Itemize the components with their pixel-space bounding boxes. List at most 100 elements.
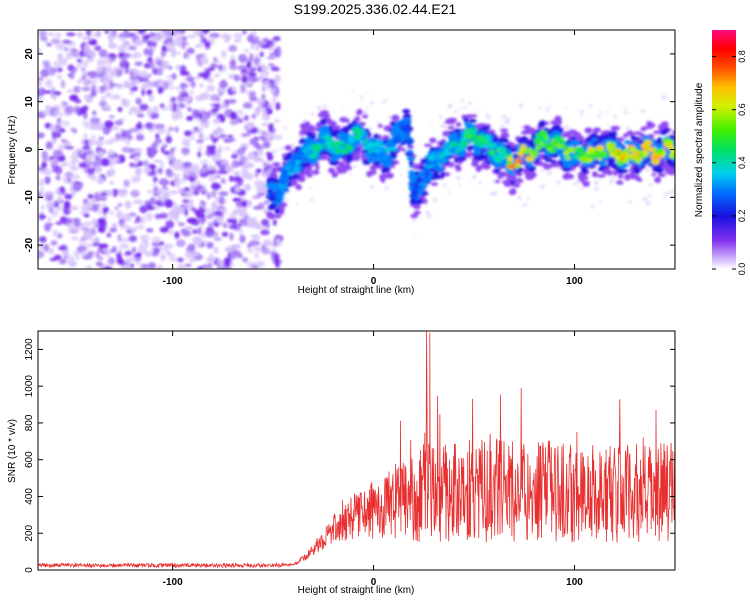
noise-blob: [224, 165, 234, 173]
noise-blob: [70, 165, 79, 171]
noise-blob: [126, 42, 132, 47]
y-tick-label: 20: [24, 48, 35, 60]
ridge-blob: [314, 149, 320, 153]
noise-blob: [211, 201, 217, 211]
noise-blob: [202, 184, 207, 193]
noise-dot: [364, 110, 368, 115]
noise-blob: [141, 88, 146, 97]
noise-blob: [123, 179, 130, 188]
noise-blob: [240, 200, 249, 208]
noise-blob: [64, 146, 75, 150]
noise-blob: [63, 200, 71, 210]
snr-y-label: SNR (10 * v/v): [7, 419, 18, 483]
colorbar-tick-label: 0.2: [737, 210, 747, 223]
noise-blob: [229, 175, 234, 182]
noise-blob: [174, 126, 179, 133]
ridge-blob: [527, 156, 535, 162]
ridge-blob: [552, 131, 562, 136]
noise-blob: [193, 126, 199, 131]
noise-blob: [57, 52, 64, 62]
noise-blob: [199, 118, 208, 123]
noise-blob: [57, 246, 68, 251]
page-title: S199.2025.336.02.44.E21: [293, 1, 457, 17]
ridge-blob: [481, 138, 488, 144]
ridge-blob: [338, 134, 347, 140]
ridge-blob: [487, 129, 496, 134]
ridge-blob: [392, 152, 397, 159]
ridge-blob: [571, 131, 581, 137]
noise-blob: [109, 210, 115, 216]
ridge-blob: [661, 129, 668, 135]
noise-dot: [405, 170, 408, 174]
noise-blob: [124, 129, 132, 139]
noise-blob: [178, 222, 185, 227]
noise-blob: [175, 86, 180, 91]
noise-dot: [647, 194, 652, 198]
noise-blob: [227, 138, 236, 142]
ridge-blob: [507, 168, 513, 175]
noise-blob: [101, 95, 106, 101]
ridge-blob: [311, 146, 320, 150]
ridge-blob: [341, 148, 349, 155]
noise-blob: [261, 81, 270, 90]
noise-blob: [206, 193, 211, 200]
noise-blob: [208, 78, 214, 82]
noise-blob: [67, 73, 72, 77]
x-tick-label: -100: [163, 276, 183, 287]
noise-blob: [273, 237, 278, 247]
ridge-blob: [617, 169, 626, 174]
ridge-blob: [385, 147, 390, 154]
ridge-blob: [557, 139, 567, 145]
x-tick-label: 0: [371, 276, 377, 287]
noise-blob: [137, 160, 143, 167]
noise-blob: [134, 39, 141, 44]
noise-blob: [117, 234, 122, 242]
ridge-blob: [400, 130, 406, 136]
noise-blob: [41, 162, 48, 168]
noise-blob: [205, 256, 216, 264]
noise-blob: [179, 71, 190, 76]
ridge-blob: [565, 167, 572, 172]
noise-blob: [215, 170, 226, 174]
noise-blob: [160, 160, 165, 169]
noise-blob: [181, 92, 189, 98]
noise-blob: [60, 138, 67, 143]
noise-blob: [46, 42, 52, 47]
ridge-blob: [523, 125, 531, 130]
noise-blob: [218, 80, 228, 89]
x-tick-label: 0: [371, 577, 377, 588]
noise-dot: [350, 131, 353, 134]
ridge-blob: [449, 137, 455, 143]
noise-dot: [523, 202, 527, 207]
noise-dot: [594, 180, 599, 185]
noise-dot: [548, 104, 551, 108]
noise-blob: [175, 158, 183, 167]
ridge-blob: [595, 145, 605, 151]
ridge-blob: [664, 168, 672, 174]
noise-blob: [104, 120, 114, 129]
noise-blob: [147, 262, 156, 269]
noise-dot: [440, 123, 446, 129]
noise-blob: [205, 230, 213, 237]
noise-blob: [121, 98, 131, 108]
noise-blob: [168, 210, 178, 218]
ridge-blob: [319, 120, 325, 125]
noise-dot: [545, 107, 550, 112]
noise-blob: [199, 83, 204, 88]
noise-blob: [116, 83, 122, 90]
ridge-blob: [304, 168, 312, 175]
noise-blob: [186, 166, 194, 174]
noise-dot: [414, 235, 417, 238]
noise-blob: [261, 69, 270, 77]
ridge-blob: [584, 127, 593, 134]
noise-blob: [216, 205, 225, 210]
ridge-blob: [556, 143, 562, 148]
noise-blob: [178, 103, 186, 109]
ridge-blob: [610, 136, 617, 140]
colorbar-tick-label: 0.8: [737, 50, 747, 63]
noise-blob: [259, 158, 264, 163]
noise-blob: [143, 79, 149, 83]
ridge-blob: [615, 149, 620, 154]
ridge-blob: [454, 164, 461, 170]
ridge-blob: [309, 134, 316, 139]
